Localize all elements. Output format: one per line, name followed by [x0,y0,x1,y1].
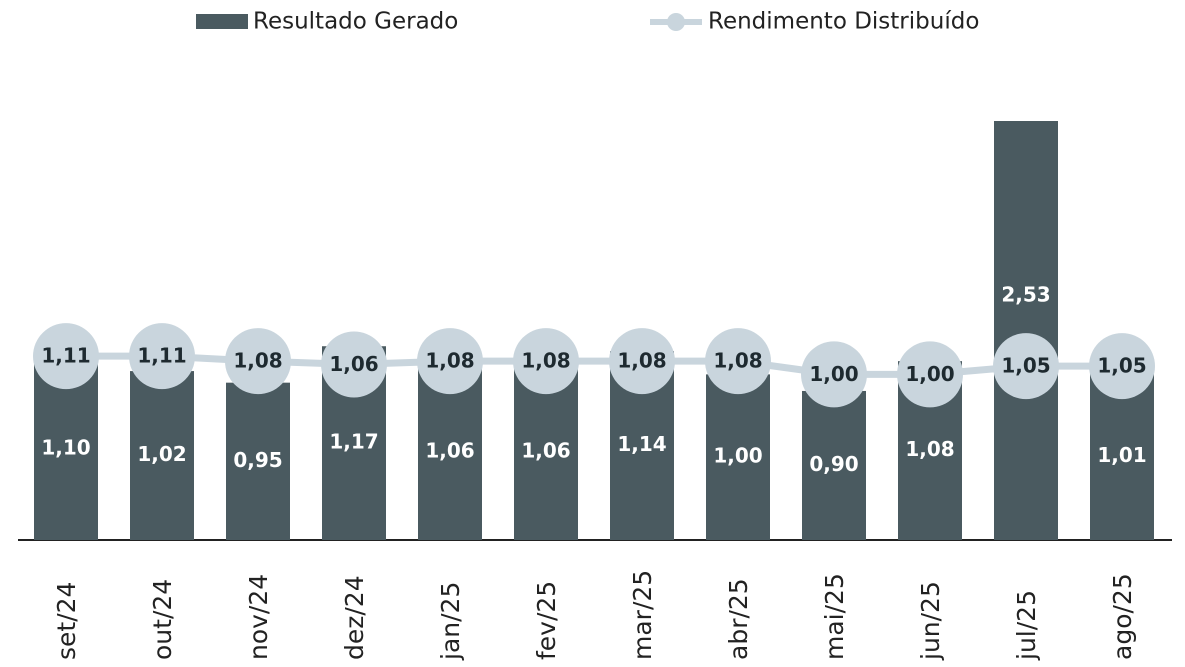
bar [226,382,290,540]
line-marker [513,328,579,395]
bar-value-label: 1,01 [1097,443,1146,467]
line-marker [993,333,1059,400]
bar-value-label: 1,00 [713,444,762,468]
line [66,352,1122,378]
line-value-label: 1,00 [809,362,858,386]
line-marker [33,323,99,390]
legend-swatch-bar [196,14,248,29]
bar [802,390,866,540]
x-tick-label: mar/25 [628,570,657,660]
x-tick-label: out/24 [148,579,177,660]
x-tick-label: nov/24 [244,574,273,660]
line-marker [801,341,867,408]
line-marker [321,331,387,398]
line-value-label: 1,08 [713,349,762,373]
bar [130,371,194,540]
line-value-label: 1,11 [137,344,186,368]
bar-value-label: 1,06 [425,439,474,463]
bar [706,374,770,540]
x-tick-label: abr/25 [724,578,753,660]
line-marker [225,328,291,395]
x-tick-label: jun/25 [916,581,945,661]
bar-value-label: 0,90 [809,452,858,476]
bar-value-label: 0,95 [233,448,282,472]
line-value-label: 1,08 [425,349,474,373]
line-value-label: 1,08 [233,349,282,373]
line-value-label: 1,08 [617,349,666,373]
line-marker [897,341,963,408]
line-marker [129,323,195,390]
bar-value-label: 1,14 [617,432,666,456]
x-tick-label: dez/24 [340,575,369,660]
legend-swatch-marker [667,13,685,31]
legend-label: Resultado Gerado [253,9,458,35]
bar-value-label: 1,06 [521,439,570,463]
bar [994,121,1058,540]
legend-label: Rendimento Distribuído [708,9,979,35]
line-value-label: 1,06 [329,352,378,376]
line-marker [417,328,483,395]
bar [1090,372,1154,540]
x-tick-label: fev/25 [532,581,561,660]
x-tick-label: mai/25 [820,573,849,660]
line-marker [609,328,675,395]
bar-value-label: 1,10 [41,435,90,459]
line-value-label: 1,08 [521,349,570,373]
bar-value-label: 1,02 [137,442,186,466]
line-value-label: 1,11 [41,344,90,368]
line-value-label: 1,05 [1097,354,1146,378]
x-tick-label: set/24 [52,582,81,660]
x-tick-label: jan/25 [436,582,465,661]
bar-value-label: 2,53 [1001,283,1050,307]
bar-value-label: 1,08 [905,437,954,461]
x-tick-label: ago/25 [1108,573,1137,660]
bar-value-label: 1,17 [329,430,378,454]
line-value-label: 1,00 [905,362,954,386]
line-value-label: 1,05 [1001,354,1050,378]
line-marker [705,328,771,395]
line-marker [1089,333,1155,400]
x-tick-label: jul/25 [1012,590,1041,661]
